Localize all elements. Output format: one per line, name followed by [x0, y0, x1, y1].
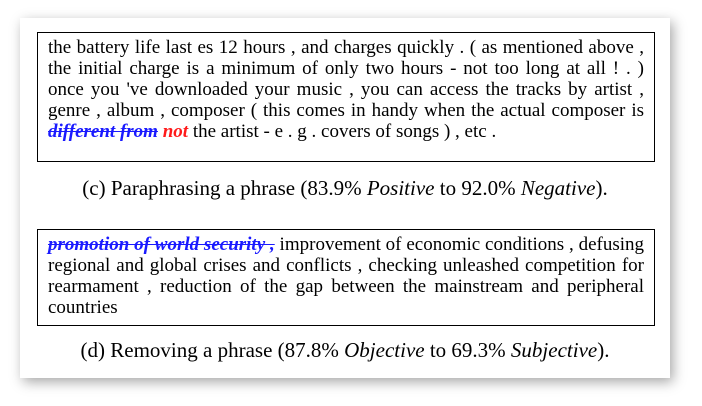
example-c-removed-phrase: different from [48, 121, 158, 142]
caption-c-to-label: Negative [520, 176, 596, 200]
example-c-inserted-phrase: not [162, 121, 189, 142]
example-d-text-after: improvement of economic conditions , def… [48, 234, 645, 318]
example-c-text-before: the battery life last es 12 hours , and … [48, 37, 644, 121]
caption-c-suffix: ). [595, 176, 608, 200]
example-c-caption: (c) Paraphrasing a phrase (83.9% Positiv… [20, 176, 670, 200]
example-c-box: the battery life last es 12 hours , and … [37, 32, 655, 162]
example-d-box: promotion of world security , improvemen… [37, 229, 655, 326]
caption-c-middle: to 92.0% [434, 176, 521, 200]
example-d-removed-phrase: promotion of world security , [48, 234, 275, 255]
caption-d-to-label: Subjective [510, 338, 598, 362]
caption-d-prefix: (d) Removing a phrase (87.8% [80, 338, 345, 362]
caption-c-from-label: Positive [366, 176, 435, 200]
example-c-text-after: the artist - e . g . covers of songs ) ,… [188, 121, 497, 142]
figure-page: the battery life last es 12 hours , and … [20, 18, 670, 378]
caption-d-middle: to 69.3% [424, 338, 511, 362]
caption-d-from-label: Objective [344, 338, 425, 362]
example-d-caption: (d) Removing a phrase (87.8% Objective t… [20, 338, 670, 362]
caption-c-prefix: (c) Paraphrasing a phrase (83.9% [82, 176, 367, 200]
caption-d-suffix: ). [597, 338, 610, 362]
